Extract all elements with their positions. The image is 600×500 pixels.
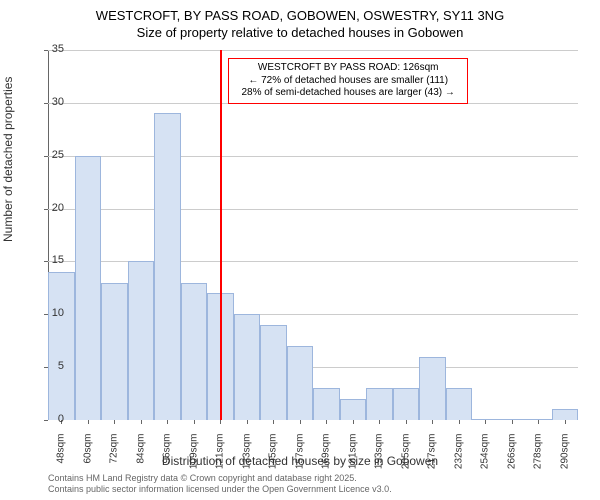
x-tick-mark (220, 420, 221, 424)
y-tick-label: 10 (34, 307, 64, 319)
histogram-bar (552, 409, 579, 420)
x-tick-mark (512, 420, 513, 424)
x-tick-label: 278sqm (533, 434, 544, 482)
x-tick-label: 266sqm (506, 434, 517, 482)
histogram-bar (181, 283, 208, 420)
histogram-bar (154, 113, 181, 420)
annotation-line3: 28% of semi-detached houses are larger (… (235, 87, 461, 100)
x-tick-label: 96sqm (162, 434, 173, 482)
x-tick-mark (432, 420, 433, 424)
x-tick-label: 157sqm (294, 434, 305, 482)
x-tick-label: 145sqm (268, 434, 279, 482)
x-tick-label: 205sqm (400, 434, 411, 482)
x-tick-label: 169sqm (321, 434, 332, 482)
x-tick-mark (247, 420, 248, 424)
histogram-bar (366, 388, 393, 420)
y-tick-label: 15 (34, 254, 64, 266)
histogram-bar (313, 388, 340, 420)
x-tick-mark (459, 420, 460, 424)
annotation-line1: WESTCROFT BY PASS ROAD: 126sqm (235, 62, 461, 75)
x-tick-label: 290sqm (559, 434, 570, 482)
x-tick-label: 217sqm (427, 434, 438, 482)
attribution-line2: Contains public sector information licen… (48, 484, 392, 496)
x-tick-mark (194, 420, 195, 424)
x-tick-label: 121sqm (215, 434, 226, 482)
x-tick-mark (353, 420, 354, 424)
histogram-bar (446, 388, 473, 420)
x-tick-mark (379, 420, 380, 424)
x-tick-label: 60sqm (82, 434, 93, 482)
y-tick-label: 35 (34, 43, 64, 55)
y-tick-label: 20 (34, 202, 64, 214)
chart-title-line1: WESTCROFT, BY PASS ROAD, GOBOWEN, OSWEST… (0, 0, 600, 23)
x-tick-label: 72sqm (109, 434, 120, 482)
reference-marker-line (220, 50, 222, 420)
y-tick-label: 0 (34, 413, 64, 425)
histogram-bar (393, 388, 420, 420)
y-axis-label: Number of detached properties (1, 77, 15, 242)
x-tick-mark (300, 420, 301, 424)
x-tick-label: 133sqm (241, 434, 252, 482)
x-tick-mark (114, 420, 115, 424)
x-tick-mark (141, 420, 142, 424)
y-tick-label: 5 (34, 360, 64, 372)
annotation-line2: ← 72% of detached houses are smaller (11… (235, 75, 461, 88)
histogram-bar (128, 261, 155, 420)
y-tick-label: 30 (34, 96, 64, 108)
x-tick-mark (485, 420, 486, 424)
x-tick-mark (273, 420, 274, 424)
x-tick-label: 84sqm (135, 434, 146, 482)
histogram-bar (340, 399, 367, 420)
x-tick-mark (88, 420, 89, 424)
histogram-bar (287, 346, 314, 420)
x-tick-mark (326, 420, 327, 424)
histogram-bar (419, 357, 446, 420)
annotation-callout: WESTCROFT BY PASS ROAD: 126sqm ← 72% of … (228, 58, 468, 104)
x-tick-label: 48sqm (56, 434, 67, 482)
x-tick-label: 254sqm (480, 434, 491, 482)
histogram-bar (75, 156, 102, 420)
x-tick-mark (406, 420, 407, 424)
chart-title-line2: Size of property relative to detached ho… (0, 23, 600, 40)
histogram-chart: WESTCROFT, BY PASS ROAD, GOBOWEN, OSWEST… (0, 0, 600, 500)
x-tick-mark (565, 420, 566, 424)
x-tick-mark (538, 420, 539, 424)
gridline (48, 156, 578, 157)
x-tick-mark (167, 420, 168, 424)
x-tick-label: 181sqm (347, 434, 358, 482)
x-tick-label: 193sqm (374, 434, 385, 482)
x-tick-label: 109sqm (188, 434, 199, 482)
histogram-bar (234, 314, 261, 420)
gridline (48, 50, 578, 51)
plot-area: WESTCROFT BY PASS ROAD: 126sqm ← 72% of … (48, 50, 578, 420)
histogram-bar (48, 272, 75, 420)
gridline (48, 209, 578, 210)
histogram-bar (260, 325, 287, 420)
x-tick-label: 232sqm (453, 434, 464, 482)
histogram-bar (101, 283, 128, 420)
y-tick-label: 25 (34, 149, 64, 161)
